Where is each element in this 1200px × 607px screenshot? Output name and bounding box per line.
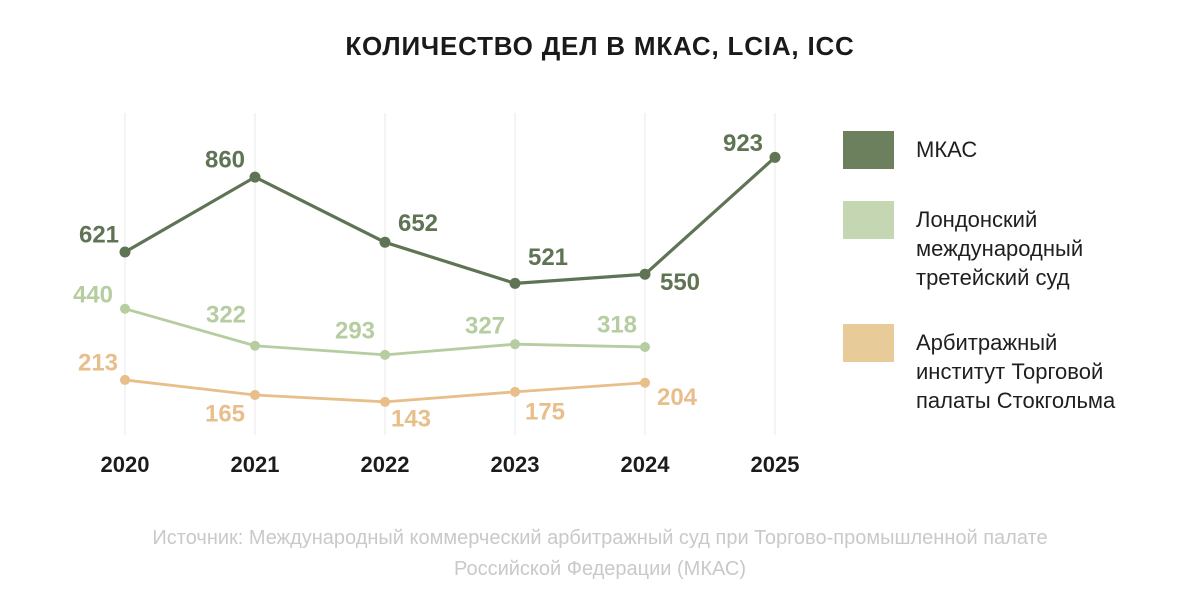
data-point — [509, 277, 521, 289]
data-point — [119, 246, 131, 258]
value-label: 327 — [465, 313, 505, 340]
data-point — [380, 349, 390, 360]
value-label: 322 — [206, 301, 246, 328]
legend-item-label: МКАС — [916, 137, 978, 162]
value-label: 213 — [78, 349, 118, 376]
x-tick-label: 2024 — [621, 452, 671, 477]
x-tick-label: 2023 — [491, 452, 540, 477]
data-point — [640, 342, 650, 353]
value-label: 143 — [391, 405, 431, 432]
data-point — [510, 386, 520, 397]
value-label: 440 — [73, 281, 113, 308]
value-label: 621 — [79, 222, 119, 249]
data-point — [380, 396, 390, 407]
data-point — [639, 268, 651, 280]
legend-swatch — [843, 131, 894, 169]
data-point — [250, 389, 260, 400]
legend-item: МКАС — [843, 131, 1163, 169]
data-point — [640, 377, 650, 388]
series-line — [123, 155, 777, 285]
data-point — [510, 339, 520, 350]
data-point — [769, 151, 781, 163]
value-label: 318 — [597, 312, 637, 339]
data-point — [120, 374, 130, 385]
legend-item: Лондонский международный третейский суд — [843, 201, 1163, 292]
legend-item: Арбитражный институт Торговой палаты Сто… — [843, 324, 1163, 415]
legend-item-label: Лондонский международный третейский суд — [916, 207, 1084, 290]
value-label: 860 — [205, 147, 245, 174]
data-point — [250, 340, 260, 351]
data-point — [120, 303, 130, 314]
value-label: 175 — [525, 398, 565, 425]
data-point — [249, 171, 261, 183]
source-line-2: Российской Федерации (МКАС) — [453, 558, 746, 580]
value-label: 204 — [657, 384, 698, 411]
source-note: Источник: Международный коммерческий арб… — [0, 523, 1200, 585]
value-label: 652 — [398, 210, 438, 237]
data-point — [379, 236, 391, 248]
legend-swatch — [843, 324, 894, 362]
value-label: 165 — [205, 400, 245, 427]
value-label: 923 — [723, 130, 763, 157]
legend-swatch — [843, 201, 894, 239]
legend-item-label: Арбитражный институт Торговой палаты Сто… — [916, 330, 1116, 413]
x-tick-label: 2025 — [751, 452, 800, 477]
legend: МКАС Лондонский международный третейский … — [843, 131, 1163, 415]
page-title: КОЛИЧЕСТВО ДЕЛ В МКАС, LCIA, ICC — [345, 31, 855, 61]
value-label: 550 — [660, 269, 700, 296]
x-tick-label: 2021 — [231, 452, 280, 477]
value-label: 521 — [528, 244, 568, 271]
source-line-1: Источник: Международный коммерческий арб… — [152, 527, 1048, 549]
value-label: 293 — [335, 317, 375, 344]
x-tick-label: 2022 — [361, 452, 410, 477]
x-tick-label: 2020 — [101, 452, 150, 477]
